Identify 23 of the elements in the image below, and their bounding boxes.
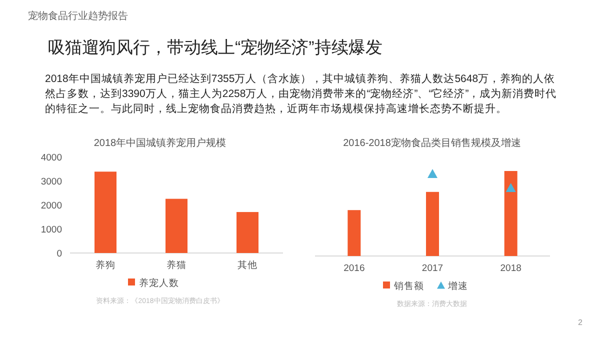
- x-tick-label: 2016: [344, 263, 365, 274]
- x-tick-label: 养狗: [96, 259, 116, 271]
- text: 宠物食品行业趋势报告: [28, 10, 128, 23]
- legend-label: 增速: [447, 280, 468, 292]
- chart-title: 2018年中国城镇养宠用户规模: [94, 137, 226, 149]
- bar: [166, 198, 188, 253]
- y-tick-label: 3000: [40, 176, 62, 188]
- y-tick-label: 0: [56, 248, 62, 260]
- bar: [94, 172, 116, 253]
- chart-title: 2016-2018宠物食品类目销售规模及增速: [343, 137, 521, 149]
- text: 吸猫遛狗风行，带动线上“宠物经济”持续爆发: [48, 37, 382, 59]
- y-tick-label: 2000: [40, 200, 62, 212]
- x-tick-label: 养猫: [166, 259, 186, 271]
- y-tick-label: 1000: [40, 224, 62, 236]
- x-tick-label: 其他: [238, 259, 258, 271]
- text: 2: [578, 318, 582, 327]
- y-tick-label: 4000: [40, 152, 62, 164]
- legend-label: 销售额: [393, 280, 424, 292]
- text: 2018年中国城镇养宠用户已经达到7355万人（含水族），其中城镇养狗、养猫人数达5648万，养狗的人依然占多数，达到3390万人，猫主人为2258万人，由宠物消费带来的“宠物经济”、“它经济”，成为新消费时代的特征之一。与此同时，线上宠物食品消费趋热，近两年市场规模保持高速增长态势不断提升。: [45, 72, 558, 117]
- x-tick-label: 2018: [500, 263, 522, 274]
- bar: [236, 212, 258, 253]
- legend-label: 养宠人数: [139, 277, 179, 289]
- x-tick-label: 2017: [422, 263, 444, 274]
